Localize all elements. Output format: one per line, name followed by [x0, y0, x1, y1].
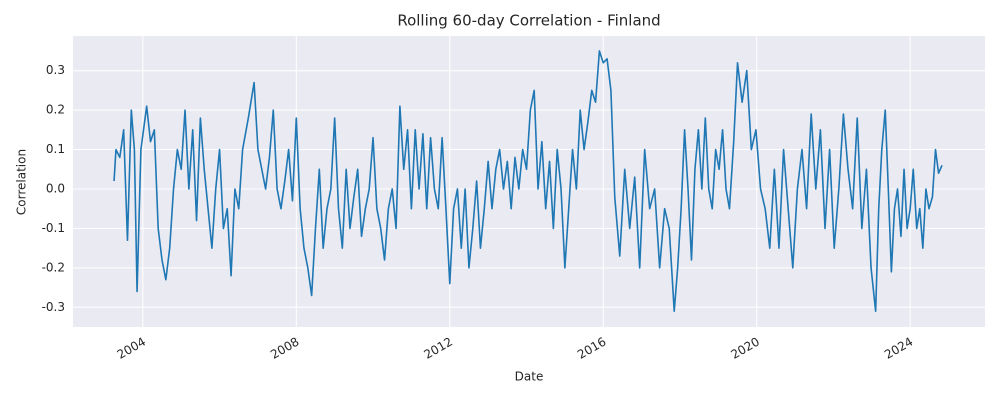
data-line: [113, 50, 943, 313]
x-axis-label: Date: [515, 370, 544, 384]
chart-title: Rolling 60-day Correlation - Finland: [397, 12, 660, 30]
x-tick-label: 2004: [115, 335, 148, 362]
y-tick-label: 0.0: [46, 181, 65, 195]
x-tick-label: 2024: [882, 335, 915, 362]
y-tick-label: 0.1: [46, 142, 65, 156]
x-tick-label: 2016: [575, 335, 608, 362]
x-tick-label: 2008: [268, 335, 301, 362]
y-tick-label: -0.1: [42, 221, 65, 235]
y-tick-label: -0.3: [42, 300, 65, 314]
x-tick-label: 2012: [422, 335, 455, 362]
y-tick-label: 0.3: [46, 63, 65, 77]
plot-area: [73, 36, 985, 327]
y-axis-label: Correlation: [15, 149, 29, 215]
x-tick-label: 2020: [729, 335, 762, 362]
y-tick-label: -0.2: [42, 260, 65, 274]
y-tick-label: 0.2: [46, 103, 65, 117]
